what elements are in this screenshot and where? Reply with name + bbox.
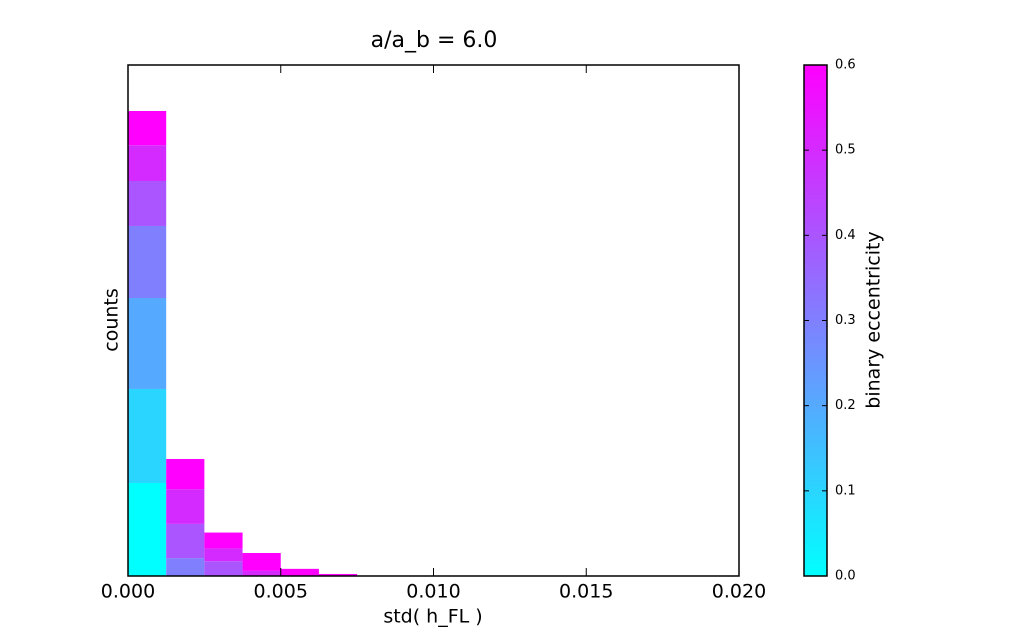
x-tick-label: 0.010 — [406, 581, 460, 603]
histogram-bar — [204, 532, 243, 549]
x-tick-label: 0.020 — [712, 581, 766, 603]
histogram-bar — [128, 388, 167, 483]
histogram-bar — [242, 570, 281, 576]
histogram-bar — [166, 489, 205, 524]
histogram-bar — [128, 298, 167, 389]
histogram-bar — [204, 548, 243, 562]
colorbar-tick-label: 0.3 — [835, 313, 856, 328]
histogram-bar — [166, 523, 205, 559]
histogram-bar — [166, 458, 205, 490]
histogram-bar — [128, 145, 167, 181]
x-tick-label: 0.015 — [559, 581, 613, 603]
y-axis-label: counts — [101, 288, 123, 352]
colorbar-tick-label: 0.1 — [835, 483, 856, 498]
chart-title: a/a_b = 6.0 — [371, 28, 498, 53]
colorbar-tick-label: 0.4 — [835, 228, 856, 243]
histogram-bar — [128, 482, 167, 576]
colorbar-tick-label: 0.0 — [835, 569, 856, 584]
colorbar-tick-label: 0.6 — [835, 58, 856, 73]
x-tick-label: 0.000 — [101, 581, 155, 603]
histogram-bar — [128, 225, 167, 299]
x-tick-label: 0.005 — [254, 581, 308, 603]
colorbar-tick-label: 0.5 — [835, 143, 856, 158]
histogram-bar — [128, 110, 167, 146]
colorbar-label: binary eccentricity — [863, 231, 885, 408]
x-axis-label: std( h_FL ) — [383, 606, 482, 628]
histogram-bar — [204, 561, 243, 576]
histogram-bar — [166, 558, 205, 576]
colorbar-tick-label: 0.2 — [835, 398, 856, 413]
histogram-bar — [242, 553, 281, 571]
histogram-bar — [318, 573, 358, 576]
histogram-bar — [128, 180, 167, 226]
histogram-bar — [280, 568, 319, 576]
